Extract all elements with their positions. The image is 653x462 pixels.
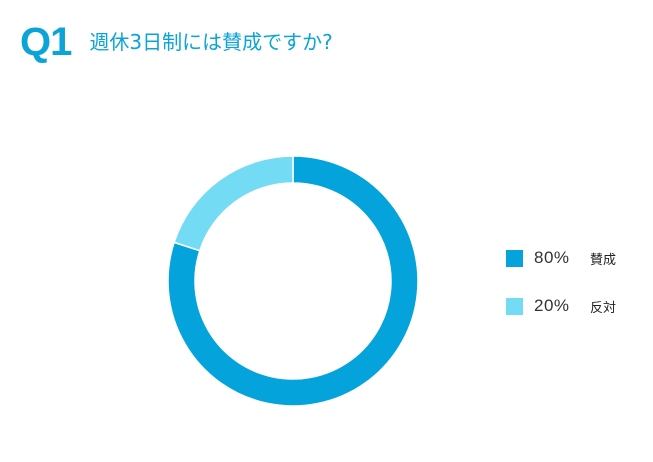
header: Q1 週休3日制には賛成ですか? xyxy=(20,22,333,62)
legend-label-agree: 賛成 xyxy=(590,252,617,268)
question-title: 週休3日制には賛成ですか? xyxy=(89,30,333,54)
legend-swatch-agree xyxy=(506,249,523,267)
legend-item-disagree: 20% 反対 xyxy=(506,295,616,317)
legend-item-agree: 80% 賛成 xyxy=(506,247,616,269)
question-number: Q1 xyxy=(20,20,72,64)
chart-legend: 80% 賛成 20% 反対 xyxy=(506,247,616,343)
donut-slice-disagree xyxy=(173,155,294,252)
legend-label-disagree: 反対 xyxy=(590,300,617,316)
donut-slice-agree xyxy=(167,155,419,407)
legend-swatch-disagree xyxy=(506,297,523,315)
legend-value-disagree: 20% xyxy=(534,296,570,315)
legend-value-agree: 80% xyxy=(534,248,570,267)
